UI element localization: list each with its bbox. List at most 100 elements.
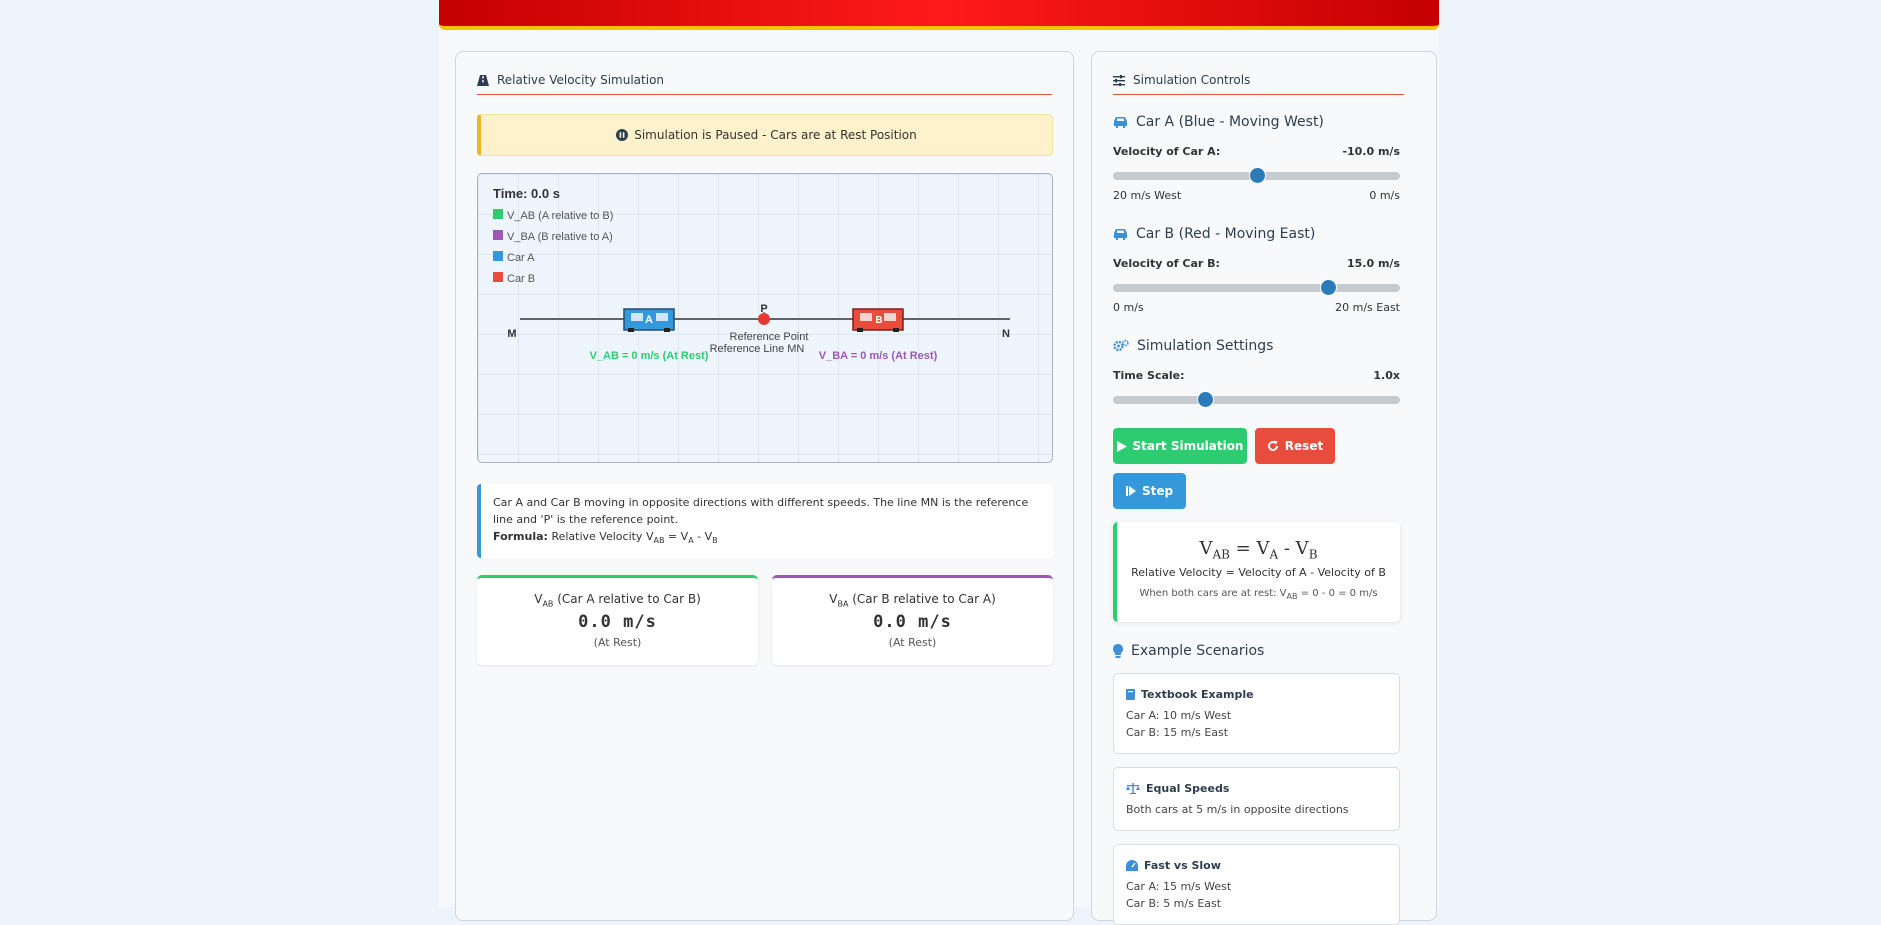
step-forward-icon: [1125, 486, 1136, 496]
formula-label: Formula:: [493, 530, 548, 543]
car-a-heading-text: Car A (Blue - Moving West): [1136, 114, 1324, 130]
car-b: B: [852, 308, 904, 332]
controls-title: Simulation Controls: [1113, 73, 1404, 95]
car-b-range-min: 0 m/s: [1113, 301, 1144, 314]
panel-title-text: Relative Velocity Simulation: [497, 73, 665, 87]
car-a-velocity-label: Velocity of Car A: -10.0 m/s: [1113, 145, 1400, 158]
reset-icon: [1267, 440, 1279, 452]
formula-line: Formula: Relative Velocity VAB = VA - VB: [493, 528, 1041, 549]
start-simulation-button[interactable]: Start Simulation: [1113, 428, 1247, 464]
legend-label-car-b: Car B: [507, 273, 535, 285]
vab-value: 0.0 m/s: [578, 612, 657, 633]
controls-title-text: Simulation Controls: [1133, 73, 1251, 87]
car-b-velocity-slider[interactable]: [1113, 279, 1400, 296]
vba-readout: V_BA = 0 m/s (At Rest): [819, 350, 938, 362]
formula-v: V: [1199, 538, 1213, 559]
scenario-fast-vs-slow[interactable]: Fast vs Slow Car A: 15 m/s West Car B: 5…: [1113, 844, 1400, 925]
lightbulb-icon: [1113, 644, 1123, 658]
car-icon: [1113, 116, 1128, 128]
time-readout: Time: 0.0 s: [493, 186, 560, 201]
gears-icon: [1113, 339, 1129, 353]
scenario-title-text: Fast vs Slow: [1144, 859, 1221, 872]
play-icon: [1116, 440, 1127, 452]
simulation-canvas: Time: 0.0 s V_AB (A relative to B) V_BA …: [477, 173, 1053, 463]
scenario-line: Both cars at 5 m/s in opposite direction…: [1126, 803, 1349, 816]
reset-button[interactable]: Reset: [1255, 428, 1335, 464]
vab-card-title: VAB (Car A relative to Car B): [477, 592, 758, 608]
car-a: A: [623, 308, 675, 332]
vba-state: (At Rest): [888, 636, 937, 650]
vba-title-rest: (Car B relative to Car A): [848, 592, 996, 606]
car-a-range: 20 m/s West 0 m/s: [1113, 189, 1400, 202]
step-button[interactable]: Step: [1113, 473, 1186, 509]
legend-swatch-car-a: [493, 251, 503, 261]
scenario-equal-speeds[interactable]: Equal Speeds Both cars at 5 m/s in oppos…: [1113, 767, 1400, 831]
simulation-drawing: Time: 0.0 s V_AB (A relative to B) V_BA …: [493, 186, 1010, 362]
formula-main: VAB = VA - VB: [1117, 538, 1400, 562]
vab-title-rest: (Car A relative to Car B): [553, 592, 701, 606]
reference-point-p: [758, 313, 770, 325]
vba-sub: BA: [837, 599, 849, 609]
scenario-line: Car B: 15 m/s East: [1126, 726, 1229, 739]
endpoint-n: N: [1002, 328, 1010, 340]
formula-rest-sub: AB: [1286, 591, 1298, 601]
scenario-line: Car A: 15 m/s West: [1126, 880, 1232, 893]
app-page: Relative Velocity Simulation Simulation …: [439, 0, 1439, 925]
time-scale-slider-thumb[interactable]: [1196, 391, 1214, 408]
formula-explanation: Relative Velocity = Velocity of A - Velo…: [1131, 565, 1386, 579]
car-a-velocity-value: -10.0 m/s: [1342, 145, 1400, 158]
legend-label-vba: V_BA (B relative to A): [507, 231, 613, 243]
settings-heading: Simulation Settings: [1113, 338, 1273, 354]
formula-main-minus: - V: [1278, 538, 1309, 559]
scenario-title: Equal Speeds: [1126, 780, 1387, 797]
formula-main-sub-b: B: [1308, 547, 1318, 562]
legend-label-vab: V_AB (A relative to B): [507, 210, 613, 222]
vba-value: 0.0 m/s: [873, 612, 952, 633]
car-a-slider-thumb[interactable]: [1248, 167, 1266, 184]
time-scale-text: Time Scale:: [1113, 369, 1185, 382]
legend-swatch-vab: [493, 209, 503, 219]
scenario-title-text: Textbook Example: [1141, 688, 1254, 701]
car-b-range: 0 m/s 20 m/s East: [1113, 301, 1400, 314]
car-a-heading: Car A (Blue - Moving West): [1113, 114, 1324, 130]
formula-rest-prefix: When both cars are at rest: V: [1139, 587, 1287, 599]
legend-swatch-car-b: [493, 272, 503, 282]
status-alert: Simulation is Paused - Cars are at Rest …: [477, 114, 1053, 156]
formula-sub-b: B: [712, 536, 718, 546]
car-b-velocity-text: Velocity of Car B:: [1113, 257, 1220, 270]
formula-prefix: Relative Velocity V: [551, 530, 654, 543]
car-b-velocity-label: Velocity of Car B: 15.0 m/s: [1113, 257, 1400, 270]
car-a-velocity-text: Velocity of Car A:: [1113, 145, 1221, 158]
vba-v: V: [829, 592, 838, 606]
step-label: Step: [1141, 484, 1174, 498]
scenario-line: Car B: 5 m/s East: [1126, 897, 1222, 910]
settings-heading-text: Simulation Settings: [1137, 338, 1274, 354]
time-scale-slider[interactable]: [1113, 391, 1400, 408]
formula-rest-note: When both cars are at rest: VAB = 0 - 0 …: [1117, 588, 1400, 601]
time-scale-value: 1.0x: [1373, 369, 1400, 382]
reference-point-label: P: [760, 303, 767, 315]
reset-label: Reset: [1284, 439, 1324, 453]
legend-label-car-a: Car A: [507, 252, 535, 264]
panel-title: Relative Velocity Simulation: [477, 73, 1052, 95]
formula-main-sub-a: A: [1269, 547, 1279, 562]
simulation-panel: Relative Velocity Simulation Simulation …: [455, 51, 1074, 921]
vab-readout: V_AB = 0 m/s (At Rest): [590, 350, 709, 362]
legend: V_AB (A relative to B) V_BA (B relative …: [493, 209, 613, 285]
reference-point-caption: Reference Point: [730, 331, 809, 343]
balance-scale-icon: [1126, 783, 1140, 794]
pause-circle-icon: [616, 129, 629, 141]
vba-card-title: VBA (Car B relative to Car A): [772, 592, 1053, 608]
time-scale-label: Time Scale: 1.0x: [1113, 369, 1400, 382]
endpoint-m: M: [507, 328, 516, 340]
formula-eq: = V: [664, 530, 689, 543]
formula-sub-ab: AB: [653, 536, 665, 546]
car-icon: [1113, 228, 1128, 240]
examples-heading-text: Example Scenarios: [1131, 643, 1265, 659]
formula-main-sub-ab: AB: [1212, 547, 1230, 562]
car-b-heading: Car B (Red - Moving East): [1113, 226, 1315, 242]
formula-minus: - V: [693, 530, 713, 543]
car-a-velocity-slider[interactable]: [1113, 167, 1400, 184]
car-b-slider-thumb[interactable]: [1320, 279, 1338, 296]
scenario-textbook[interactable]: Textbook Example Car A: 10 m/s West Car …: [1113, 673, 1400, 754]
